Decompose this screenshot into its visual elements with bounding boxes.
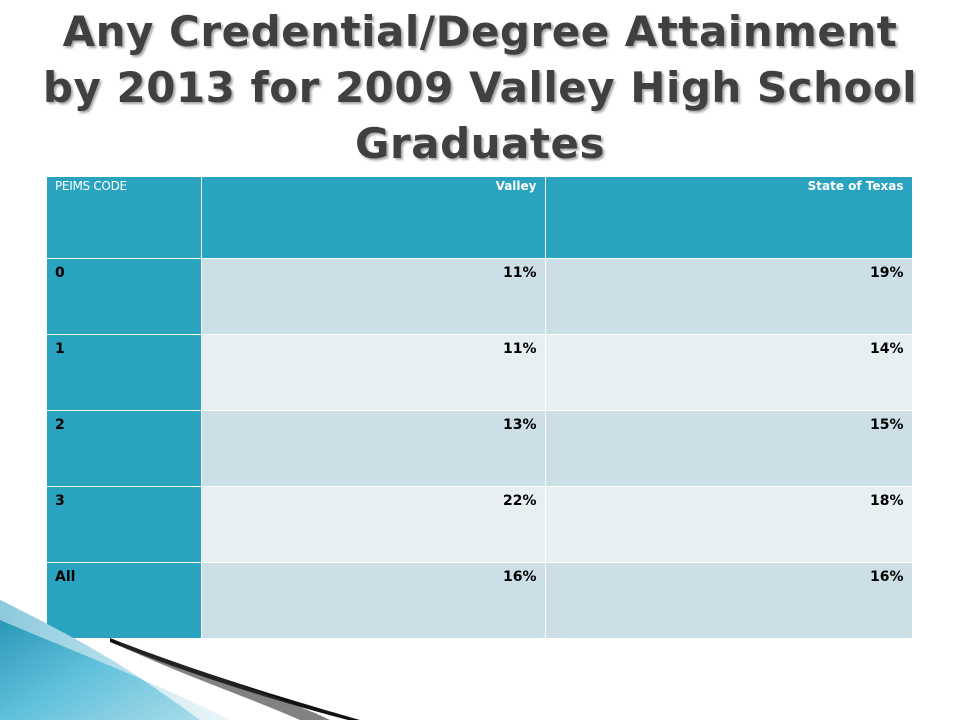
table-row: 2 13% 15%	[47, 410, 913, 487]
slide-title: Any Credential/Degree Attainment by 2013…	[42, 7, 918, 168]
cell-texas: 15%	[545, 410, 913, 487]
cell-valley: 22%	[201, 486, 546, 563]
decorative-swoosh	[0, 600, 360, 720]
table-row: 1 11% 14%	[47, 334, 913, 411]
header-peims-code: PEIMS CODE	[47, 177, 202, 259]
cell-texas: 19%	[545, 258, 913, 335]
cell-code: All	[47, 562, 202, 639]
table-row: 3 22% 18%	[47, 486, 913, 563]
header-state-of-texas: State of Texas	[545, 177, 913, 259]
table-row: 0 11% 19%	[47, 258, 913, 335]
cell-valley: 16%	[201, 562, 546, 639]
table-header-row: PEIMS CODE Valley State of Texas	[47, 177, 913, 259]
cell-code: 3	[47, 486, 202, 563]
cell-valley: 13%	[201, 410, 546, 487]
cell-code: 2	[47, 410, 202, 487]
table-row: All 16% 16%	[47, 562, 913, 639]
cell-code: 1	[47, 334, 202, 411]
cell-valley: 11%	[201, 258, 546, 335]
data-table: PEIMS CODE Valley State of Texas 0 11% 1…	[47, 177, 913, 639]
cell-texas: 16%	[545, 562, 913, 639]
cell-texas: 18%	[545, 486, 913, 563]
header-valley: Valley	[201, 177, 546, 259]
cell-valley: 11%	[201, 334, 546, 411]
cell-code: 0	[47, 258, 202, 335]
cell-texas: 14%	[545, 334, 913, 411]
